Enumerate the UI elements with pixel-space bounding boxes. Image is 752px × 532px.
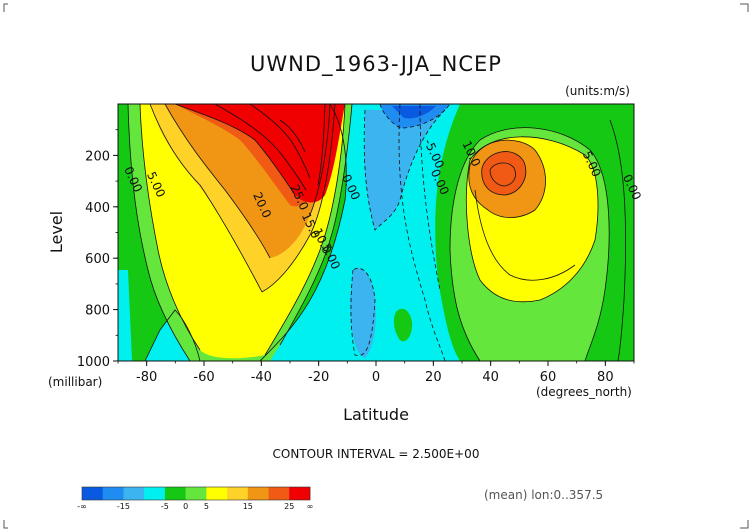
colorbar-label: 0: [183, 502, 188, 511]
fill-green-islet: [393, 308, 413, 342]
colorbar-label: -∞: [77, 502, 87, 511]
fill-cyan-tropics: [260, 104, 460, 361]
colorbar-bin: [289, 487, 311, 500]
colorbar-label: 25: [284, 502, 294, 511]
colorbar-label: -5: [161, 502, 169, 511]
x-tick-label: -60: [193, 370, 214, 385]
x-tick-label: 20: [425, 370, 442, 385]
fill-blue-low: [350, 268, 376, 358]
fill-darkorange-north: [481, 151, 526, 195]
colorbar-label: ∞: [307, 502, 314, 511]
colorbar-label: -15: [117, 502, 130, 511]
colorbar-label: 15: [243, 502, 253, 511]
y-axis-label: Level: [47, 211, 66, 253]
x-tick-label: 60: [540, 370, 557, 385]
colorbar: -∞ -15 -5 0 5 15 25 ∞: [77, 486, 314, 511]
colorbar-bin: [185, 487, 207, 500]
contour-lines-negative: [350, 104, 451, 361]
contour-fills: [118, 104, 634, 361]
colorbar-frame: [81, 486, 311, 501]
colorbar-bin: [144, 487, 166, 500]
y-tick-label: 400: [85, 201, 110, 216]
x-tick-label: -40: [251, 370, 272, 385]
x-axis: -80 -60 -40 -20 0 20 40 60 80: [117, 361, 635, 385]
chart-title: UWND_1963-JJA_NCEP: [250, 52, 502, 77]
y-tick-label: 200: [85, 149, 110, 164]
y-tick-label: 600: [85, 252, 110, 267]
y-axis: 200 400 600 800 1000: [77, 129, 118, 370]
colorbar-bin: [206, 487, 228, 500]
y-tick-label: 800: [85, 304, 110, 319]
x-tick-label: 40: [482, 370, 499, 385]
footer-text: (mean) lon:0..357.5: [484, 488, 603, 502]
y-units-label: (millibar): [48, 375, 102, 389]
colorbar-bin: [268, 487, 290, 500]
x-tick-label: -20: [308, 370, 329, 385]
x-tick-label: 80: [597, 370, 614, 385]
colorbar-bin: [82, 487, 104, 500]
fill-blue-mid: [364, 110, 445, 230]
colorbar-bin: [247, 487, 269, 500]
colorbar-bin: [102, 487, 124, 500]
fill-blue-core: [392, 106, 436, 119]
x-axis-label: Latitude: [343, 405, 409, 424]
fill-red-south: [175, 104, 345, 203]
fill-cyan-south-strip: [118, 270, 132, 361]
x-tick-label: 0: [372, 370, 380, 385]
colorbar-bin: [227, 487, 249, 500]
contour-lines: [127, 104, 626, 361]
colorbar-bin: [164, 487, 186, 500]
contour-interval-text: CONTOUR INTERVAL = 2.500E+00: [273, 447, 480, 461]
colorbar-bin: [123, 487, 145, 500]
y-tick-label: 1000: [77, 355, 110, 370]
units-label: (units:m/s): [565, 84, 630, 98]
x-units-label: (degrees_north): [536, 385, 632, 399]
x-tick-label: -80: [136, 370, 157, 385]
colorbar-label: 5: [204, 502, 209, 511]
corner-marks: [3, 3, 749, 529]
